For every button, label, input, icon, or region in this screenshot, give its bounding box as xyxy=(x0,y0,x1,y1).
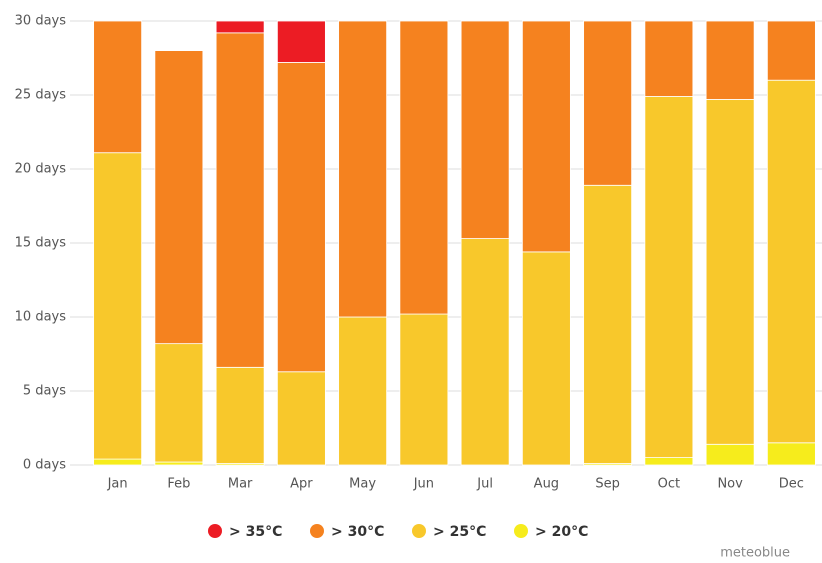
bar-segment xyxy=(521,20,571,253)
x-tick-label: Jun xyxy=(413,477,434,492)
x-tick-label: Aug xyxy=(534,477,559,492)
bar-segment xyxy=(460,20,510,239)
bar-segment xyxy=(644,20,694,97)
bar-segment xyxy=(154,461,204,466)
y-tick-label: 30 days xyxy=(15,14,67,29)
bar-segment xyxy=(93,20,143,154)
x-tick-label: Nov xyxy=(717,477,743,492)
bar-segment xyxy=(215,366,265,464)
bar-segment xyxy=(215,32,265,368)
bar-segment xyxy=(705,443,755,466)
bar-segment xyxy=(583,184,633,464)
bar-segment xyxy=(154,343,204,463)
bar-segment xyxy=(644,457,694,466)
y-tick-label: 5 days xyxy=(23,384,66,399)
bar-segment xyxy=(460,238,510,466)
bar-segment xyxy=(766,79,816,444)
x-tick-label: Jan xyxy=(107,477,128,492)
bar-segment xyxy=(93,458,143,466)
x-tick-label: Sep xyxy=(595,477,620,492)
bar-segment xyxy=(766,20,816,81)
y-tick-label: 15 days xyxy=(15,236,67,251)
legend-label: > 35°C xyxy=(229,524,282,540)
x-tick-label: Apr xyxy=(290,477,313,492)
x-tick-label: May xyxy=(349,477,376,492)
bar-segment xyxy=(215,20,265,34)
y-tick-label: 10 days xyxy=(15,310,67,325)
legend-label: > 25°C xyxy=(433,524,486,540)
y-tick-label: 0 days xyxy=(23,458,66,473)
x-tick-label: Feb xyxy=(167,477,190,492)
x-tick-label: Oct xyxy=(658,477,680,492)
bar-segment xyxy=(399,313,449,466)
bar-segment xyxy=(338,316,388,466)
bar-segment xyxy=(705,99,755,445)
bar-segment xyxy=(338,20,388,318)
x-tick-label: Dec xyxy=(779,477,804,492)
bar-segment xyxy=(276,20,326,63)
legend-marker xyxy=(310,524,324,538)
bar-segment xyxy=(276,62,326,373)
legend-marker xyxy=(514,524,528,538)
legend-marker xyxy=(412,524,426,538)
legend-marker xyxy=(208,524,222,538)
legend-label: > 20°C xyxy=(535,524,588,540)
bar-segment xyxy=(154,50,204,345)
bar-segment xyxy=(399,20,449,315)
y-tick-label: 25 days xyxy=(15,88,67,103)
bar-segment xyxy=(521,251,571,466)
x-tick-label: Mar xyxy=(228,477,253,492)
bar-segment xyxy=(583,20,633,186)
bar-segment xyxy=(766,442,816,466)
y-tick-label: 20 days xyxy=(15,162,67,177)
legend-label: > 30°C xyxy=(331,524,384,540)
x-tick-label: Jul xyxy=(476,477,493,492)
bar-segment xyxy=(276,371,326,466)
credit: meteoblue xyxy=(720,546,790,561)
bar-segment xyxy=(644,96,694,458)
legend: > 35°C > 30°C > 25°C > 20°C xyxy=(208,524,588,540)
bar-segment xyxy=(93,152,143,460)
bar-segment xyxy=(705,20,755,100)
